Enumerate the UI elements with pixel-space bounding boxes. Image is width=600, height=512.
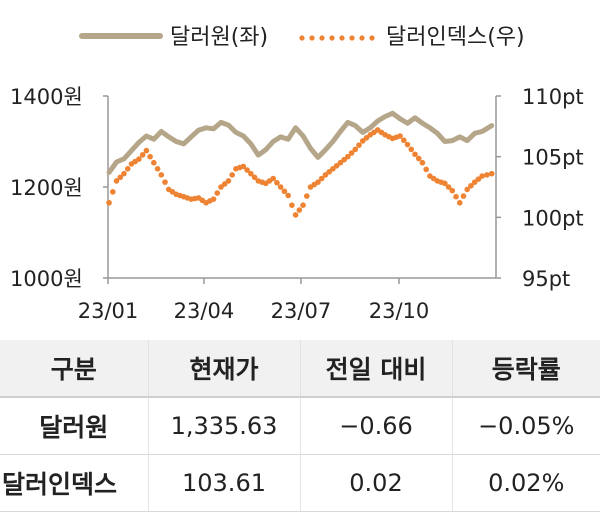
point-dollar-index (457, 200, 463, 206)
x-tick-label: 23/07 (271, 299, 332, 323)
left-tick-label: 1200원 (10, 176, 83, 200)
table-header-row: 구분 현재가 전일 대비 등락률 (0, 340, 600, 397)
point-dollar-index-interp (408, 147, 414, 153)
x-tick-label: 23/10 (369, 299, 430, 323)
point-dollar-index-interp (162, 179, 168, 185)
legend-label-dollar-index: 달러인덱스(우) (386, 25, 525, 50)
legend-label-dollar-won: 달러원(좌) (170, 25, 268, 50)
point-dollar-index-interp (423, 167, 429, 173)
point-dollar-index (293, 212, 299, 218)
x-ticks: 23/01 23/04 23/07 23/10 (78, 278, 430, 323)
left-y-ticks: 1400원 1200원 1000원 (10, 85, 108, 291)
plot-area (106, 113, 494, 218)
point-dollar-index-interp (110, 189, 116, 195)
table-row: 달러인덱스 103.61 0.02 0.02% (0, 455, 600, 512)
point-dollar-index (278, 184, 284, 190)
point-dollar-index (106, 200, 112, 206)
series-line-dollar-won (109, 113, 492, 172)
legend-dot (329, 35, 334, 40)
legend-dot (299, 35, 304, 40)
x-tick-label: 23/01 (78, 299, 139, 323)
point-dollar-index (136, 156, 142, 162)
point-dollar-index-interp (155, 166, 161, 172)
point-dollar-index (158, 172, 164, 178)
legend-dot (349, 35, 354, 40)
row-price: 1,335.63 (148, 397, 300, 455)
point-dollar-index (352, 147, 358, 153)
x-tick-label: 23/04 (174, 299, 235, 323)
point-dollar-index (270, 176, 276, 182)
table-row: 달러원 1,335.63 −0.66 −0.05% (0, 397, 600, 455)
point-dollar-index-interp (304, 193, 310, 199)
legend-dot (309, 35, 314, 40)
exchange-rate-chart: 달러원(좌) 달러인덱스(우) 1400원 1200원 1000원 110pt 105… (0, 0, 600, 330)
exchange-rate-table: 구분 현재가 전일 대비 등락률 달러원 1,335.63 −0.66 −0.0… (0, 340, 600, 512)
chart-svg: 달러원(좌) 달러인덱스(우) 1400원 1200원 1000원 110pt 105… (0, 0, 600, 330)
point-dollar-index (226, 178, 232, 184)
right-y-ticks: 110pt 105pt 100pt 95pt (496, 85, 584, 291)
point-dollar-index (300, 202, 306, 208)
point-dollar-index (449, 188, 455, 194)
point-dollar-index (121, 171, 127, 177)
legend-swatch-dollar-index (299, 35, 374, 40)
point-dollar-index-interp (461, 193, 467, 199)
row-change: −0.66 (300, 397, 452, 455)
point-dollar-index (412, 151, 418, 157)
left-tick-label: 1000원 (10, 267, 83, 291)
header-price: 현재가 (148, 340, 300, 397)
point-dollar-index-interp (356, 142, 362, 148)
point-dollar-index-interp (140, 152, 146, 158)
legend-dot (359, 35, 364, 40)
point-dollar-index-interp (484, 172, 490, 178)
legend-dot (319, 35, 324, 40)
header-category: 구분 (0, 340, 148, 397)
header-change: 전일 대비 (300, 340, 452, 397)
right-tick-label: 100pt (522, 206, 584, 230)
legend-dot (339, 35, 344, 40)
row-label: 달러원 (0, 397, 148, 455)
row-label: 달러인덱스 (0, 455, 148, 512)
point-dollar-index (479, 173, 485, 179)
point-dollar-index (489, 171, 495, 177)
right-tick-label: 110pt (522, 85, 584, 109)
point-dollar-index-interp (401, 137, 407, 143)
point-dollar-index-interp (282, 188, 288, 194)
row-rate: 0.02% (452, 455, 600, 512)
row-price: 103.61 (148, 455, 300, 512)
point-dollar-index (397, 133, 403, 139)
header-rate: 등락률 (452, 340, 600, 397)
point-dollar-index (151, 160, 157, 166)
point-dollar-index-interp (453, 194, 459, 200)
point-dollar-index-interp (274, 180, 280, 186)
legend-dot (369, 35, 374, 40)
point-dollar-index (211, 196, 217, 202)
point-dollar-index (405, 142, 411, 148)
point-dollar-index-interp (297, 207, 303, 213)
point-dollar-index (144, 148, 150, 154)
point-dollar-index-interp (125, 166, 131, 172)
right-tick-label: 105pt (522, 146, 584, 170)
right-tick-label: 95pt (522, 267, 570, 291)
row-rate: −0.05% (452, 397, 600, 455)
point-dollar-index-interp (147, 154, 153, 160)
point-dollar-index-interp (229, 172, 235, 178)
left-tick-label: 1400원 (10, 85, 83, 109)
point-dollar-index-interp (289, 202, 295, 208)
point-dollar-index-interp (416, 156, 422, 162)
point-dollar-index-interp (214, 190, 220, 196)
point-dollar-index (285, 193, 291, 199)
point-dollar-index (420, 160, 426, 166)
legend: 달러원(좌) 달러인덱스(우) (82, 25, 525, 50)
row-change: 0.02 (300, 455, 452, 512)
